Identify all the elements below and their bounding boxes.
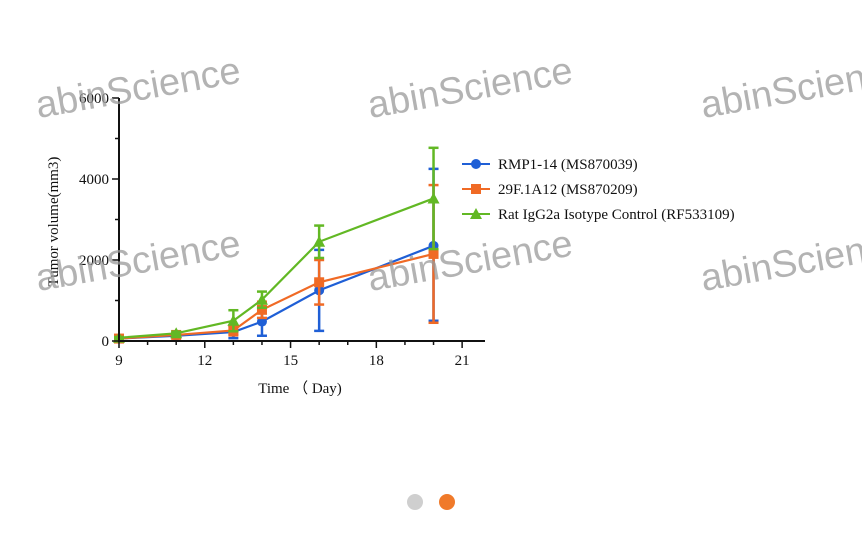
y-tick-label: 0	[102, 334, 110, 350]
y-tick-label: 6000	[79, 91, 109, 107]
x-tick-label: 15	[283, 353, 298, 369]
data-point	[314, 277, 325, 288]
legend-label: RMP1-14 (MS870039)	[498, 157, 638, 173]
carousel-dot-1[interactable]	[407, 494, 423, 510]
series-line	[118, 244, 434, 340]
legend-item-2: 29F.1A12 (MS870209)	[462, 182, 638, 198]
legend-item-1: RMP1-14 (MS870039)	[462, 157, 638, 173]
data-point	[227, 314, 240, 326]
carousel-dot-2[interactable]	[439, 494, 455, 510]
series-3	[113, 146, 440, 343]
legend-label: Rat IgG2a Isotype Control (RF533109)	[498, 207, 735, 223]
series-line	[118, 197, 434, 339]
data-point	[256, 304, 267, 315]
x-axis-label: Time （ Day)	[258, 380, 342, 397]
y-tick-label: 2000	[79, 253, 109, 269]
series-2	[114, 183, 439, 344]
data-point	[427, 192, 440, 204]
y-tick-label: 4000	[79, 172, 109, 188]
x-tick-label: 12	[197, 353, 212, 369]
carousel-dots	[0, 494, 862, 514]
data-point	[255, 293, 268, 305]
legend-marker	[470, 208, 482, 219]
y-axis-label: Tumor volume(mm3)	[46, 157, 62, 287]
x-tick-label: 9	[115, 353, 123, 369]
legend-item-3: Rat IgG2a Isotype Control (RF533109)	[462, 207, 735, 223]
legend-marker	[471, 159, 481, 169]
x-tick-label: 18	[369, 353, 384, 369]
legend-label: 29F.1A12 (MS870209)	[498, 182, 638, 198]
series-line	[118, 252, 434, 340]
x-tick-label: 21	[455, 353, 470, 369]
data-point	[428, 248, 439, 259]
series-1	[114, 167, 439, 344]
legend-marker	[471, 184, 481, 194]
data-point	[170, 327, 183, 339]
data-point	[313, 235, 326, 247]
